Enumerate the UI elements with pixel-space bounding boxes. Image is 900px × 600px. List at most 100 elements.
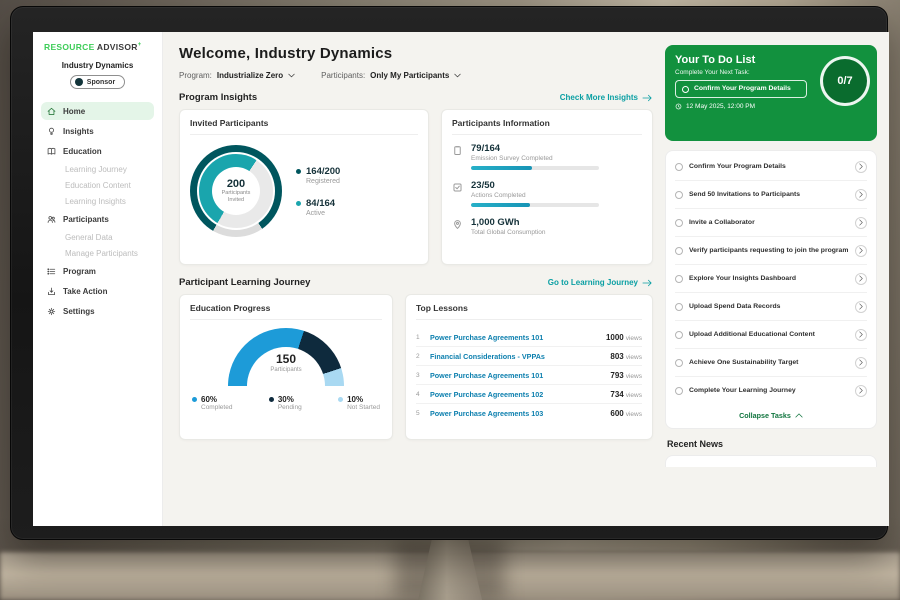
sidebar-item-learning-insights[interactable]: Learning Insights (65, 196, 126, 206)
legend-pct: 60% (201, 395, 218, 404)
task-checkbox[interactable] (675, 330, 683, 339)
lesson-views: 734 (610, 389, 624, 399)
task-open-button[interactable] (855, 300, 867, 313)
task-open-button[interactable] (855, 356, 867, 369)
progress-fill (471, 166, 533, 170)
sidebar-item-education[interactable]: Education (41, 142, 154, 160)
sponsor-badge[interactable]: Sponsor (69, 75, 126, 89)
info-value: 1,000 GWh (471, 217, 520, 228)
task-open-button[interactable] (855, 216, 867, 229)
book-icon (47, 147, 56, 155)
task-checkbox[interactable] (675, 162, 683, 171)
task-checkbox[interactable] (675, 302, 683, 311)
lesson-link[interactable]: Power Purchase Agreements 102 (430, 389, 544, 399)
lesson-rank: 1 (416, 333, 420, 341)
legend-not-started: 10% Not Started (338, 395, 380, 411)
info-value: 79/164 (471, 143, 501, 154)
check-more-insights-link[interactable]: Check More Insights (560, 93, 653, 102)
app-logo: RESOURCE ADVISOR+ (41, 42, 154, 52)
task-checkbox[interactable] (675, 190, 683, 199)
task-row-upload-spend-data[interactable]: Upload Spend Data Records (675, 293, 867, 321)
lesson-views-label: views (625, 334, 642, 342)
task-open-button[interactable] (855, 384, 867, 397)
legend-value: 164/200 (306, 165, 341, 177)
task-row-upload-educational-content[interactable]: Upload Additional Educational Content (675, 321, 867, 349)
screen: RESOURCE ADVISOR+ Industry Dynamics Spon… (33, 32, 889, 526)
task-label: Upload Additional Educational Content (689, 330, 815, 338)
todo-progress-ring: 0/7 (823, 59, 867, 103)
card-title: Education Progress (190, 303, 382, 320)
task-checkbox[interactable] (675, 218, 683, 227)
info-label: Total Global Consumption (471, 229, 546, 236)
task-row-verify-participants[interactable]: Verify participants requesting to join t… (675, 237, 867, 265)
sidebar-item-general-data[interactable]: General Data (65, 232, 113, 242)
info-row-consumption: 1,000 GWh Total Global Consumption (452, 217, 642, 240)
chevron-down-icon (454, 73, 461, 78)
program-filter[interactable]: Program: Industrialize Zero (179, 71, 295, 80)
next-task-time: 12 May 2025, 12:00 PM (675, 103, 867, 110)
lesson-link[interactable]: Power Purchase Agreements 103 (430, 408, 544, 418)
link-label: Go to Learning Journey (547, 278, 638, 287)
participants-filter[interactable]: Participants: Only My Participants (321, 71, 461, 80)
sidebar-item-home[interactable]: Home (41, 102, 154, 120)
todo-summary-card: Your To Do List Complete Your Next Task:… (665, 45, 877, 141)
sidebar-item-take-action[interactable]: Take Action (41, 282, 154, 300)
gauge-label: Participants (270, 367, 302, 373)
next-task-button[interactable]: Confirm Your Program Details (675, 80, 807, 99)
card-title: Invited Participants (190, 118, 418, 135)
sidebar-item-program[interactable]: Program (41, 262, 154, 280)
sidebar-item-education-content[interactable]: Education Content (65, 180, 131, 190)
chevron-right-icon (859, 163, 863, 170)
nav-label: Insights (63, 126, 94, 136)
chevron-right-icon (859, 331, 863, 338)
card-title: Participants Information (452, 118, 642, 135)
collapse-tasks-button[interactable]: Collapse Tasks (675, 404, 867, 426)
sidebar-item-insights[interactable]: Insights (41, 122, 154, 140)
todo-subtitle: Complete Your Next Task: (675, 69, 750, 76)
task-row-confirm-program[interactable]: Confirm Your Program Details (675, 153, 867, 181)
lesson-link[interactable]: Financial Considerations - VPPAs (430, 351, 545, 361)
lesson-link[interactable]: Power Purchase Agreements 101 (430, 332, 544, 342)
task-row-send-invitations[interactable]: Send 50 Invitations to Participants (675, 181, 867, 209)
task-open-button[interactable] (855, 244, 867, 257)
brand-resource: RESOURCE (44, 42, 97, 52)
lesson-row: 2 Financial Considerations - VPPAs 803 vi… (416, 347, 642, 366)
task-open-button[interactable] (855, 160, 867, 173)
task-row-explore-insights[interactable]: Explore Your Insights Dashboard (675, 265, 867, 293)
task-open-button[interactable] (855, 188, 867, 201)
lesson-link[interactable]: Power Purchase Agreements 101 (430, 370, 544, 380)
task-open-button[interactable] (855, 272, 867, 285)
task-checkbox[interactable] (675, 246, 683, 255)
lesson-rank: 3 (416, 371, 420, 379)
monitor-bezel: RESOURCE ADVISOR+ Industry Dynamics Spon… (10, 6, 889, 540)
task-checkbox[interactable] (675, 358, 683, 367)
sidebar-item-participants[interactable]: Participants (41, 210, 154, 228)
program-filter-value: Industrialize Zero (216, 71, 284, 80)
sidebar: RESOURCE ADVISOR+ Industry Dynamics Spon… (33, 32, 163, 526)
task-label: Upload Spend Data Records (689, 302, 781, 310)
donut-legend: 164/200 Registered 84/164 Active (296, 166, 340, 217)
gauge-legend: 60% Completed 30% Pending (190, 395, 382, 411)
task-row-complete-learning-journey[interactable]: Complete Your Learning Journey (675, 377, 867, 404)
next-task-label: Confirm Your Program Details (694, 85, 791, 92)
sidebar-item-manage-participants[interactable]: Manage Participants (65, 248, 138, 258)
task-row-achieve-sustainability-target[interactable]: Achieve One Sustainability Target (675, 349, 867, 377)
task-label: Complete Your Learning Journey (689, 386, 796, 394)
task-checkbox[interactable] (675, 386, 683, 395)
lesson-views-label: views (625, 391, 642, 399)
recent-news-card (665, 455, 877, 467)
progress-fill (471, 203, 530, 207)
legend-dot (338, 397, 344, 402)
sidebar-item-settings[interactable]: Settings (41, 302, 154, 320)
task-checkbox[interactable] (682, 85, 689, 93)
program-filter-label: Program: (179, 71, 212, 80)
task-checkbox[interactable] (675, 274, 683, 283)
task-open-button[interactable] (855, 328, 867, 341)
legend-dot (296, 200, 301, 206)
education-gauge-chart: 150 Participants (228, 328, 344, 386)
task-row-invite-collaborator[interactable]: Invite a Collaborator (675, 209, 867, 237)
go-to-learning-journey-link[interactable]: Go to Learning Journey (548, 278, 653, 287)
survey-progress-bar (471, 166, 599, 170)
chevron-right-icon (859, 387, 863, 394)
sidebar-item-learning-journey[interactable]: Learning Journey (65, 164, 127, 174)
